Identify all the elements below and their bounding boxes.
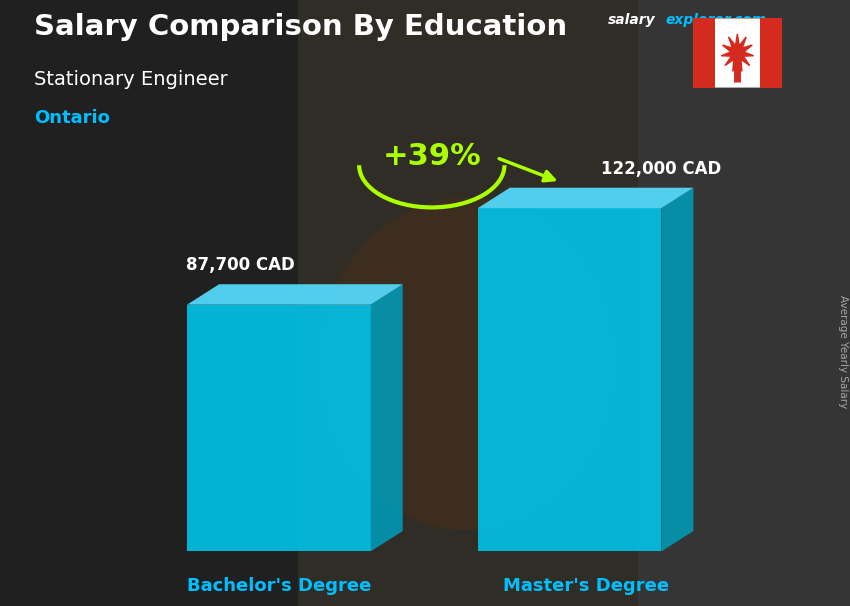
Polygon shape [478, 188, 694, 208]
Text: Master's Degree: Master's Degree [502, 577, 669, 594]
Polygon shape [298, 0, 638, 606]
Polygon shape [0, 0, 298, 606]
Ellipse shape [319, 197, 616, 530]
Text: explorer.com: explorer.com [666, 13, 767, 27]
Polygon shape [721, 34, 754, 72]
Polygon shape [187, 284, 403, 305]
Polygon shape [693, 18, 715, 88]
Text: 87,700 CAD: 87,700 CAD [186, 256, 295, 275]
Polygon shape [661, 188, 694, 551]
Polygon shape [638, 0, 850, 606]
Text: +39%: +39% [382, 142, 481, 171]
Polygon shape [693, 18, 782, 88]
Polygon shape [760, 18, 782, 88]
Polygon shape [187, 305, 371, 551]
Text: salary: salary [608, 13, 655, 27]
Text: Salary Comparison By Education: Salary Comparison By Education [34, 13, 567, 41]
Text: Stationary Engineer: Stationary Engineer [34, 70, 228, 88]
Text: 122,000 CAD: 122,000 CAD [601, 160, 722, 178]
Text: Bachelor's Degree: Bachelor's Degree [187, 577, 371, 594]
Polygon shape [371, 284, 403, 551]
Text: Average Yearly Salary: Average Yearly Salary [838, 295, 848, 408]
Polygon shape [478, 208, 661, 551]
Text: Ontario: Ontario [34, 109, 110, 127]
